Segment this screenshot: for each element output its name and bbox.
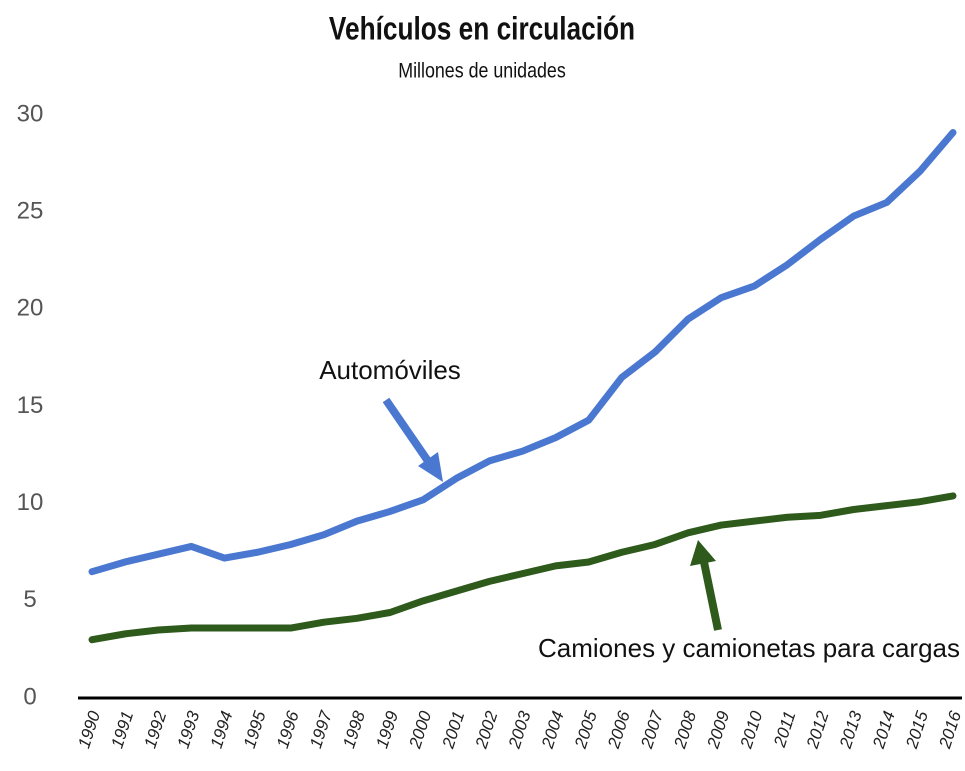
x-tick-label: 2011 bbox=[770, 709, 800, 751]
series-line bbox=[88, 492, 957, 644]
series-label: Automóviles bbox=[319, 355, 461, 385]
x-tick-label: 1997 bbox=[306, 708, 336, 750]
x-tick-label: 2005 bbox=[571, 708, 601, 751]
x-tick-label: 2016 bbox=[935, 708, 965, 751]
x-tick-label: 1999 bbox=[372, 708, 402, 750]
x-tick-label: 2014 bbox=[869, 709, 899, 752]
y-tick-label: 5 bbox=[23, 586, 36, 613]
series-label: Camiones y camionetas para cargas bbox=[538, 633, 960, 663]
x-tick-label: 1998 bbox=[339, 708, 369, 750]
x-tick-label: 1996 bbox=[273, 708, 303, 750]
x-tick-label: 2000 bbox=[405, 708, 435, 751]
arrow-autos bbox=[382, 397, 443, 482]
y-tick-label: 0 bbox=[23, 683, 36, 710]
chart-title: Vehículos en circulación bbox=[329, 12, 635, 47]
y-tick-label: 15 bbox=[17, 392, 44, 419]
x-tick-label: 2001 bbox=[438, 709, 468, 752]
x-tick-label: 1994 bbox=[207, 709, 237, 751]
y-tick-label: 30 bbox=[17, 100, 44, 127]
x-tick-label: 2006 bbox=[604, 708, 634, 751]
x-tick-label: 1991 bbox=[107, 709, 137, 751]
series-line bbox=[88, 128, 957, 576]
x-tick-label: 2003 bbox=[505, 708, 535, 751]
x-tick-label: 2007 bbox=[637, 708, 667, 751]
y-tick-label: 10 bbox=[17, 489, 44, 516]
x-tick-label: 2002 bbox=[471, 708, 501, 751]
chart-subtitle: Millones de unidades bbox=[398, 59, 566, 83]
x-tick-label: 2010 bbox=[736, 708, 766, 751]
x-tick-label: 1992 bbox=[141, 708, 171, 750]
x-tick-label: 1990 bbox=[74, 708, 104, 750]
x-tick-label: 1993 bbox=[174, 708, 204, 750]
x-tick-label: 2015 bbox=[902, 708, 932, 751]
x-tick-label: 1995 bbox=[240, 708, 270, 750]
x-tick-label: 2009 bbox=[703, 708, 733, 751]
y-tick-label: 25 bbox=[17, 198, 44, 225]
x-tick-label: 2008 bbox=[670, 708, 700, 751]
x-tick-label: 2004 bbox=[538, 709, 568, 752]
arrow-trucks bbox=[690, 540, 722, 631]
x-tick-label: 2013 bbox=[836, 708, 866, 751]
x-tick-label: 2012 bbox=[803, 708, 833, 751]
y-tick-label: 20 bbox=[17, 295, 44, 322]
